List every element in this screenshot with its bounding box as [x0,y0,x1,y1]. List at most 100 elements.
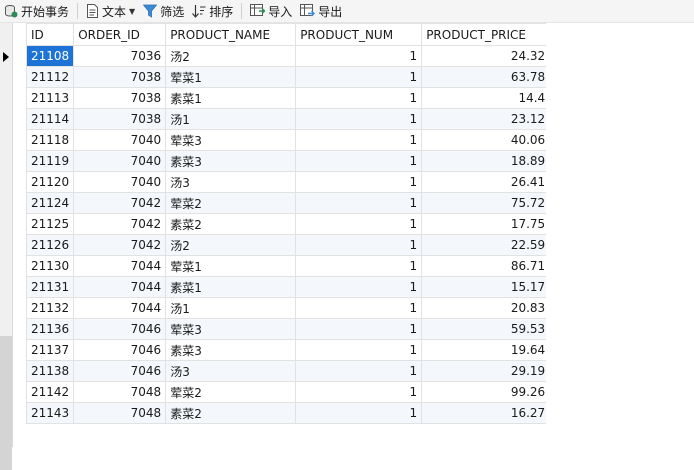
table-row[interactable]: 21125 7042 素菜2 1 17.75 [25,213,551,235]
cell-order-id[interactable]: 7046 [73,318,167,340]
cell-order-id[interactable]: 7038 [73,66,167,88]
cell-id[interactable]: 21114 [25,108,75,130]
cell-order-id[interactable]: 7042 [73,192,167,214]
cell-product-num[interactable]: 1 [295,360,423,382]
table-row[interactable]: 21124 7042 荤菜2 1 75.72 [25,192,551,214]
cell-product-name[interactable]: 汤3 [165,171,297,193]
cell-id[interactable]: 21126 [25,234,75,256]
cell-order-id[interactable]: 7036 [73,45,167,67]
cell-product-num[interactable]: 1 [295,192,423,214]
cell-product-price[interactable]: 22.59 [421,234,551,256]
cell-product-name[interactable]: 素菜1 [165,276,297,298]
cell-product-price[interactable]: 26.41 [421,171,551,193]
table-row[interactable]: 21143 7048 素菜2 1 16.27 [25,402,551,424]
cell-product-num[interactable]: 1 [295,45,423,67]
table-row[interactable]: 21138 7046 汤3 1 29.19 [25,360,551,382]
cell-id[interactable]: 21124 [25,192,75,214]
cell-id[interactable]: 21138 [25,360,75,382]
text-button[interactable]: 文本 ▼ [82,1,139,22]
cell-product-name[interactable]: 汤2 [165,234,297,256]
cell-product-num[interactable]: 1 [295,213,423,235]
cell-product-num[interactable]: 1 [295,318,423,340]
cell-id[interactable]: 21137 [25,339,75,361]
column-header-order-id[interactable]: ORDER_ID [73,23,167,46]
cell-product-num[interactable]: 1 [295,129,423,151]
table-row[interactable]: 21114 7038 汤1 1 23.12 [25,108,551,130]
chevron-down-icon[interactable]: ▼ [129,6,136,16]
import-button[interactable]: 导入 [246,1,296,22]
cell-product-name[interactable]: 汤3 [165,360,297,382]
cell-product-name[interactable]: 荤菜3 [165,318,297,340]
table-row[interactable]: 21120 7040 汤3 1 26.41 [25,171,551,193]
cell-product-name[interactable]: 荤菜3 [165,129,297,151]
cell-product-num[interactable]: 1 [295,255,423,277]
cell-id[interactable]: 21125 [25,213,75,235]
cell-product-price[interactable]: 86.71 [421,255,551,277]
cell-id[interactable]: 21142 [25,381,75,403]
row-selector-gutter[interactable] [0,23,13,470]
cell-id[interactable]: 21136 [25,318,75,340]
column-header-id[interactable]: ID [25,23,75,46]
cell-product-price[interactable]: 23.12 [421,108,551,130]
filter-button[interactable]: 筛选 [139,1,188,22]
cell-id[interactable]: 21130 [25,255,75,277]
column-header-product-num[interactable]: PRODUCT_NUM [295,23,423,46]
sort-button[interactable]: 排序 [188,1,237,22]
cell-product-num[interactable]: 1 [295,171,423,193]
cell-product-name[interactable]: 素菜3 [165,339,297,361]
table-row[interactable]: 21131 7044 素菜1 1 15.17 [25,276,551,298]
cell-order-id[interactable]: 7040 [73,129,167,151]
cell-product-name[interactable]: 素菜2 [165,402,297,424]
cell-order-id[interactable]: 7040 [73,171,167,193]
cell-order-id[interactable]: 7048 [73,402,167,424]
cell-product-num[interactable]: 1 [295,339,423,361]
cell-product-price[interactable]: 40.06 [421,129,551,151]
table-row[interactable]: 21118 7040 荤菜3 1 40.06 [25,129,551,151]
cell-product-price[interactable]: 29.19 [421,360,551,382]
column-header-product-price[interactable]: PRODUCT_PRICE [421,23,551,46]
table-row[interactable]: 21132 7044 汤1 1 20.83 [25,297,551,319]
cell-product-price[interactable]: 18.89 [421,150,551,172]
cell-id[interactable]: 21108 [25,45,75,67]
cell-product-num[interactable]: 1 [295,276,423,298]
cell-id[interactable]: 21112 [25,66,75,88]
table-row[interactable]: 21126 7042 汤2 1 22.59 [25,234,551,256]
cell-product-name[interactable]: 汤1 [165,108,297,130]
cell-product-price[interactable]: 16.27 [421,402,551,424]
cell-product-price[interactable]: 14.4 [421,87,551,109]
cell-id[interactable]: 21119 [25,150,75,172]
table-row[interactable]: 21112 7038 荤菜1 1 63.78 [25,66,551,88]
cell-product-price[interactable]: 19.64 [421,339,551,361]
cell-product-name[interactable]: 汤2 [165,45,297,67]
cell-order-id[interactable]: 7044 [73,297,167,319]
cell-order-id[interactable]: 7048 [73,381,167,403]
cell-product-num[interactable]: 1 [295,297,423,319]
cell-id[interactable]: 21131 [25,276,75,298]
table-row[interactable]: 21119 7040 素菜3 1 18.89 [25,150,551,172]
cell-order-id[interactable]: 7044 [73,276,167,298]
cell-id[interactable]: 21132 [25,297,75,319]
cell-order-id[interactable]: 7042 [73,234,167,256]
cell-order-id[interactable]: 7040 [73,150,167,172]
cell-product-num[interactable]: 1 [295,381,423,403]
table-row[interactable]: 21136 7046 荤菜3 1 59.53 [25,318,551,340]
table-row[interactable]: 21108 7036 汤2 1 24.32 [25,45,551,67]
cell-order-id[interactable]: 7038 [73,87,167,109]
cell-product-price[interactable]: 15.17 [421,276,551,298]
export-button[interactable]: 导出 [296,1,346,22]
column-header-product-name[interactable]: PRODUCT_NAME [165,23,297,46]
cell-order-id[interactable]: 7046 [73,339,167,361]
cell-id[interactable]: 21120 [25,171,75,193]
cell-order-id[interactable]: 7046 [73,360,167,382]
cell-product-num[interactable]: 1 [295,66,423,88]
cell-product-price[interactable]: 63.78 [421,66,551,88]
cell-product-price[interactable]: 17.75 [421,213,551,235]
cell-order-id[interactable]: 7044 [73,255,167,277]
cell-product-name[interactable]: 素菜2 [165,213,297,235]
cell-product-name[interactable]: 素菜1 [165,87,297,109]
cell-product-num[interactable]: 1 [295,402,423,424]
cell-product-name[interactable]: 荤菜2 [165,381,297,403]
cell-product-num[interactable]: 1 [295,87,423,109]
cell-product-price[interactable]: 75.72 [421,192,551,214]
cell-product-name[interactable]: 荤菜1 [165,255,297,277]
